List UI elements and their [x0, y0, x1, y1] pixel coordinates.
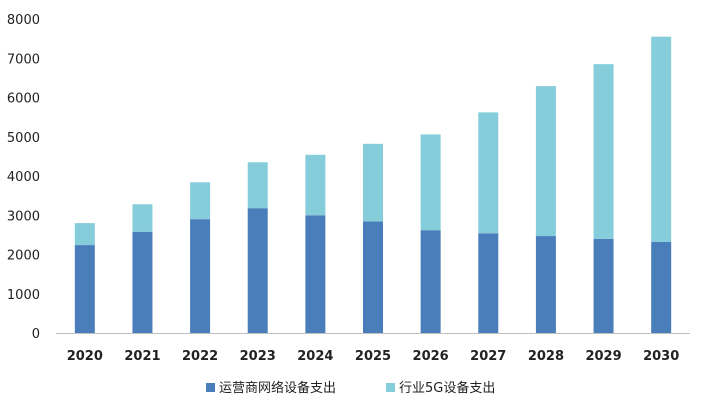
legend-label: 运营商网络设备支出 [219, 380, 336, 396]
bar-operator-2026 [420, 230, 441, 333]
y-tick-label: 0 [32, 327, 40, 342]
bar-industry-5g-2030 [651, 36, 672, 242]
bars [74, 36, 672, 333]
x-tick-label: 2027 [470, 349, 506, 364]
y-tick-label: 5000 [7, 131, 40, 146]
y-tick-label: 6000 [7, 92, 40, 107]
bar-operator-2024 [305, 215, 326, 333]
y-tick-label: 2000 [7, 249, 40, 264]
x-axis-ticks: 2020 2021 2022 2023 2024 2025 2026 2027 2028 2029… [67, 349, 680, 364]
x-tick-label: 2029 [585, 349, 621, 364]
bar-operator-2030 [651, 241, 672, 333]
x-tick-label: 2026 [413, 349, 449, 364]
x-tick-label: 2030 [643, 349, 679, 364]
bar-industry-5g-2021 [132, 204, 153, 232]
legend-label: 行业5G设备支出 [399, 380, 495, 396]
legend: 运营商网络设备支出 行业5G设备支出 [206, 380, 495, 396]
y-tick-label: 8000 [7, 13, 40, 28]
bar-industry-5g-2025 [363, 143, 383, 222]
x-tick-label: 2021 [124, 349, 160, 364]
bar-industry-5g-2027 [478, 112, 499, 234]
bar-industry-5g-2029 [593, 64, 614, 239]
x-tick-label: 2022 [182, 349, 218, 364]
bar-operator-2020 [74, 245, 95, 333]
x-tick-label: 2028 [528, 349, 564, 364]
bar-operator-2022 [190, 219, 211, 333]
bar-operator-2027 [478, 233, 499, 333]
bar-operator-2025 [363, 221, 383, 333]
bar-industry-5g-2022 [190, 182, 211, 220]
bar-industry-5g-2023 [247, 162, 268, 209]
bar-operator-2021 [132, 231, 153, 333]
x-tick-label: 2020 [67, 349, 103, 364]
bar-industry-5g-2024 [305, 154, 326, 216]
legend-swatch [386, 383, 395, 392]
x-tick-label: 2023 [240, 349, 276, 364]
bar-operator-2023 [247, 208, 268, 333]
y-tick-label: 3000 [7, 209, 40, 224]
x-tick-label: 2025 [355, 349, 391, 364]
y-tick-label: 4000 [7, 170, 40, 185]
bar-operator-2029 [593, 238, 614, 333]
bar-industry-5g-2026 [420, 134, 441, 231]
bar-operator-2028 [535, 236, 556, 333]
y-tick-label: 1000 [7, 288, 40, 303]
bar-industry-5g-2020 [74, 223, 95, 246]
x-tick-label: 2024 [297, 349, 333, 364]
legend-swatch [206, 383, 215, 392]
y-axis-ticks: 0 1000 2000 3000 4000 5000 6000 7000 8000 [7, 13, 40, 342]
y-tick-label: 7000 [7, 52, 40, 67]
bar-industry-5g-2028 [535, 86, 556, 237]
